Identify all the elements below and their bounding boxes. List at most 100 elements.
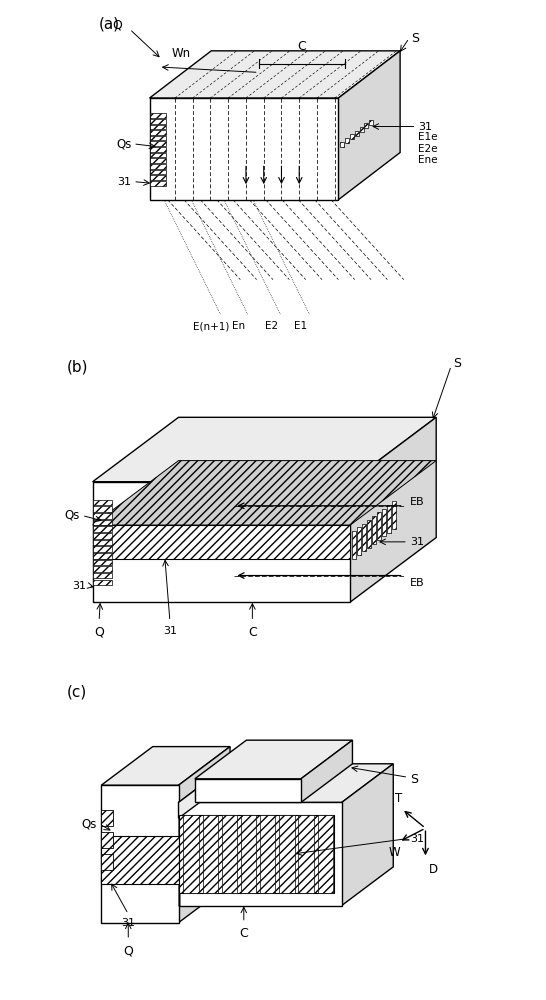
Polygon shape	[150, 175, 166, 180]
Polygon shape	[364, 123, 369, 128]
Polygon shape	[150, 98, 339, 200]
Polygon shape	[93, 506, 112, 512]
Polygon shape	[150, 113, 166, 118]
Polygon shape	[101, 854, 113, 870]
Text: E1e: E1e	[418, 132, 438, 142]
Text: T: T	[395, 792, 402, 805]
Polygon shape	[203, 815, 218, 893]
Polygon shape	[345, 138, 349, 143]
Polygon shape	[360, 127, 364, 132]
Polygon shape	[101, 832, 113, 848]
Polygon shape	[93, 553, 112, 559]
Text: (a): (a)	[99, 16, 120, 31]
Polygon shape	[93, 560, 112, 565]
Polygon shape	[382, 509, 386, 536]
Text: En: En	[232, 321, 245, 331]
Polygon shape	[222, 815, 237, 893]
Polygon shape	[299, 815, 314, 893]
Polygon shape	[350, 134, 354, 139]
Polygon shape	[372, 516, 376, 544]
Polygon shape	[150, 164, 166, 169]
Polygon shape	[179, 764, 230, 818]
Polygon shape	[195, 740, 353, 779]
Polygon shape	[101, 836, 179, 884]
Text: Q: Q	[112, 19, 122, 32]
Polygon shape	[93, 566, 112, 572]
Text: E2: E2	[265, 321, 278, 331]
Polygon shape	[352, 531, 356, 559]
Text: C: C	[298, 40, 306, 53]
Text: Ene: Ene	[418, 155, 438, 165]
Polygon shape	[93, 525, 351, 559]
Polygon shape	[318, 815, 333, 893]
Polygon shape	[179, 764, 393, 802]
Polygon shape	[150, 147, 166, 152]
Text: (b): (b)	[67, 359, 88, 374]
Text: E1: E1	[294, 321, 307, 331]
Polygon shape	[179, 815, 334, 893]
Text: E2e: E2e	[418, 144, 438, 154]
Text: EB: EB	[410, 497, 425, 507]
Polygon shape	[93, 526, 112, 532]
Polygon shape	[355, 131, 359, 136]
Text: 31: 31	[410, 537, 424, 547]
Polygon shape	[260, 815, 275, 893]
Text: Wn: Wn	[171, 47, 191, 60]
Text: D: D	[429, 863, 438, 876]
Text: Q: Q	[123, 944, 133, 957]
Polygon shape	[93, 520, 112, 525]
Polygon shape	[357, 527, 361, 555]
Text: 31: 31	[418, 122, 432, 132]
Polygon shape	[351, 417, 436, 602]
Text: S: S	[453, 357, 461, 370]
Polygon shape	[93, 500, 112, 505]
Text: W: W	[389, 846, 400, 859]
Polygon shape	[150, 181, 166, 186]
Polygon shape	[150, 130, 166, 135]
Polygon shape	[93, 546, 112, 552]
Polygon shape	[93, 417, 436, 482]
Polygon shape	[367, 520, 371, 548]
Polygon shape	[179, 802, 342, 906]
Polygon shape	[150, 51, 400, 98]
Text: Qs: Qs	[81, 817, 97, 830]
Text: Qs: Qs	[64, 509, 80, 522]
Polygon shape	[387, 505, 391, 533]
Text: S: S	[411, 773, 418, 786]
Text: 31: 31	[117, 177, 132, 187]
Polygon shape	[93, 482, 351, 602]
Polygon shape	[150, 141, 166, 146]
Polygon shape	[377, 512, 381, 540]
Text: 31: 31	[411, 834, 424, 844]
Polygon shape	[195, 779, 301, 802]
Polygon shape	[280, 815, 295, 893]
Polygon shape	[93, 573, 112, 578]
Text: 31: 31	[72, 581, 86, 591]
Text: C: C	[248, 626, 257, 639]
Polygon shape	[342, 764, 393, 906]
Text: (c): (c)	[67, 684, 87, 699]
Polygon shape	[339, 51, 400, 200]
Polygon shape	[150, 153, 166, 157]
Polygon shape	[101, 747, 230, 785]
Polygon shape	[93, 540, 112, 545]
Polygon shape	[391, 501, 396, 529]
Polygon shape	[340, 142, 344, 147]
Polygon shape	[150, 119, 166, 124]
Polygon shape	[150, 136, 166, 140]
Text: 31: 31	[163, 626, 177, 636]
Text: Q: Q	[94, 626, 104, 639]
Polygon shape	[101, 810, 113, 826]
Polygon shape	[93, 461, 436, 525]
Polygon shape	[93, 580, 112, 585]
Polygon shape	[150, 158, 166, 163]
Polygon shape	[183, 815, 199, 893]
Polygon shape	[150, 170, 166, 174]
Text: E(n+1): E(n+1)	[193, 321, 229, 331]
Text: C: C	[239, 927, 248, 940]
Polygon shape	[101, 785, 179, 923]
Polygon shape	[369, 120, 373, 125]
Polygon shape	[179, 747, 230, 923]
Text: EB: EB	[410, 578, 425, 588]
Polygon shape	[150, 125, 166, 129]
